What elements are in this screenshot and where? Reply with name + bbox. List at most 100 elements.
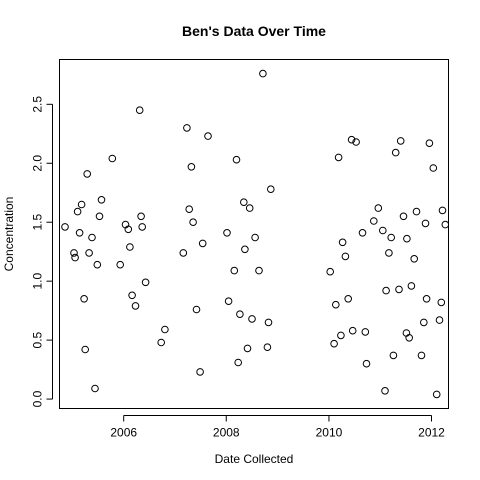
data-point: [97, 196, 106, 204]
data-point: [358, 229, 367, 237]
data-point: [420, 318, 428, 327]
x-tick-label: 2010: [316, 426, 343, 440]
data-point: [70, 249, 78, 257]
data-point: [259, 69, 267, 78]
data-point: [405, 334, 414, 342]
data-point: [362, 359, 371, 368]
data-point: [108, 154, 117, 163]
data-point: [399, 212, 408, 221]
data-point: [385, 249, 393, 257]
data-point: [396, 137, 405, 145]
y-tick-label: 1.5: [31, 214, 45, 231]
data-point: [189, 218, 197, 226]
x-tick-label: 2012: [418, 426, 445, 440]
y-tick-label: 0.0: [31, 390, 45, 407]
data-point: [391, 148, 400, 157]
data-point: [337, 331, 345, 340]
data-point: [240, 198, 248, 206]
y-tick-label: 0.5: [31, 331, 45, 348]
data-point: [81, 345, 89, 354]
data-point: [381, 387, 389, 395]
data-point: [370, 217, 378, 225]
y-tick-label: 2.0: [31, 155, 45, 172]
data-point: [135, 106, 144, 114]
data-point: [241, 245, 249, 254]
data-point: [161, 325, 169, 334]
data-point: [267, 185, 275, 193]
y-axis: 0.0 0.5 1.0 1.5 2.0 2.5: [31, 96, 53, 407]
data-point: [128, 291, 136, 300]
data-point: [131, 302, 140, 310]
data-point: [73, 207, 82, 216]
data-point: [421, 219, 430, 228]
y-tick-label: 2.5: [31, 96, 45, 113]
data-point: [141, 278, 150, 287]
data-point: [263, 343, 272, 352]
data-point: [334, 153, 343, 162]
data-point: [441, 220, 450, 229]
data-point: [347, 135, 356, 144]
data-point: [243, 344, 252, 353]
data-point: [255, 266, 263, 275]
data-point: [91, 384, 99, 393]
data-point: [75, 229, 84, 237]
data-point: [437, 298, 446, 307]
data-point: [389, 351, 398, 360]
y-axis-title: Concentration: [2, 197, 16, 272]
data-point: [187, 163, 196, 171]
data-point: [403, 234, 411, 243]
data-point: [438, 206, 447, 215]
data-point: [236, 310, 244, 319]
data-point: [224, 297, 233, 306]
chart-title: Ben's Data Over Time: [182, 23, 326, 39]
x-axis: 2006 2008 2010 2012: [110, 415, 445, 440]
data-point: [85, 249, 93, 257]
data-point: [407, 282, 416, 290]
data-point: [183, 124, 191, 132]
data-point: [395, 285, 403, 294]
data-point: [412, 207, 421, 216]
data-point: [204, 132, 212, 140]
x-tick-label: 2006: [110, 426, 137, 440]
data-point: [326, 267, 335, 276]
data-point: [192, 305, 201, 314]
data-point: [234, 358, 242, 367]
data-point: [429, 164, 438, 172]
data-point: [88, 233, 96, 242]
data-point: [435, 316, 444, 324]
data-point: [374, 204, 383, 212]
data-point: [264, 318, 273, 327]
data-point: [124, 225, 133, 234]
data-point: [382, 286, 390, 295]
data-point: [185, 205, 193, 213]
data-point: [93, 260, 102, 269]
data-point: [422, 295, 431, 303]
data-point: [361, 328, 370, 336]
x-axis-title: Date Collected: [215, 452, 294, 466]
data-point: [95, 212, 104, 221]
data-point: [330, 339, 338, 348]
data-point: [248, 315, 256, 323]
data-point: [348, 326, 357, 335]
data-point: [352, 138, 360, 146]
data-point: [196, 368, 204, 376]
data-point: [116, 260, 124, 269]
data-point: [77, 200, 86, 209]
data-point: [387, 233, 396, 242]
plot-frame: [59, 59, 449, 409]
data-point: [83, 170, 91, 178]
data-point: [232, 155, 241, 164]
data-point: [179, 249, 188, 257]
data-point: [245, 204, 254, 212]
data-point: [230, 266, 239, 275]
data-point: [71, 253, 79, 262]
data-point: [417, 351, 426, 360]
data-point: [338, 238, 347, 247]
data-point: [198, 239, 207, 248]
data-point: [425, 139, 434, 147]
data-point: [341, 252, 350, 261]
x-tick-label: 2008: [213, 426, 240, 440]
data-point: [138, 223, 146, 231]
data-point: [61, 223, 69, 231]
